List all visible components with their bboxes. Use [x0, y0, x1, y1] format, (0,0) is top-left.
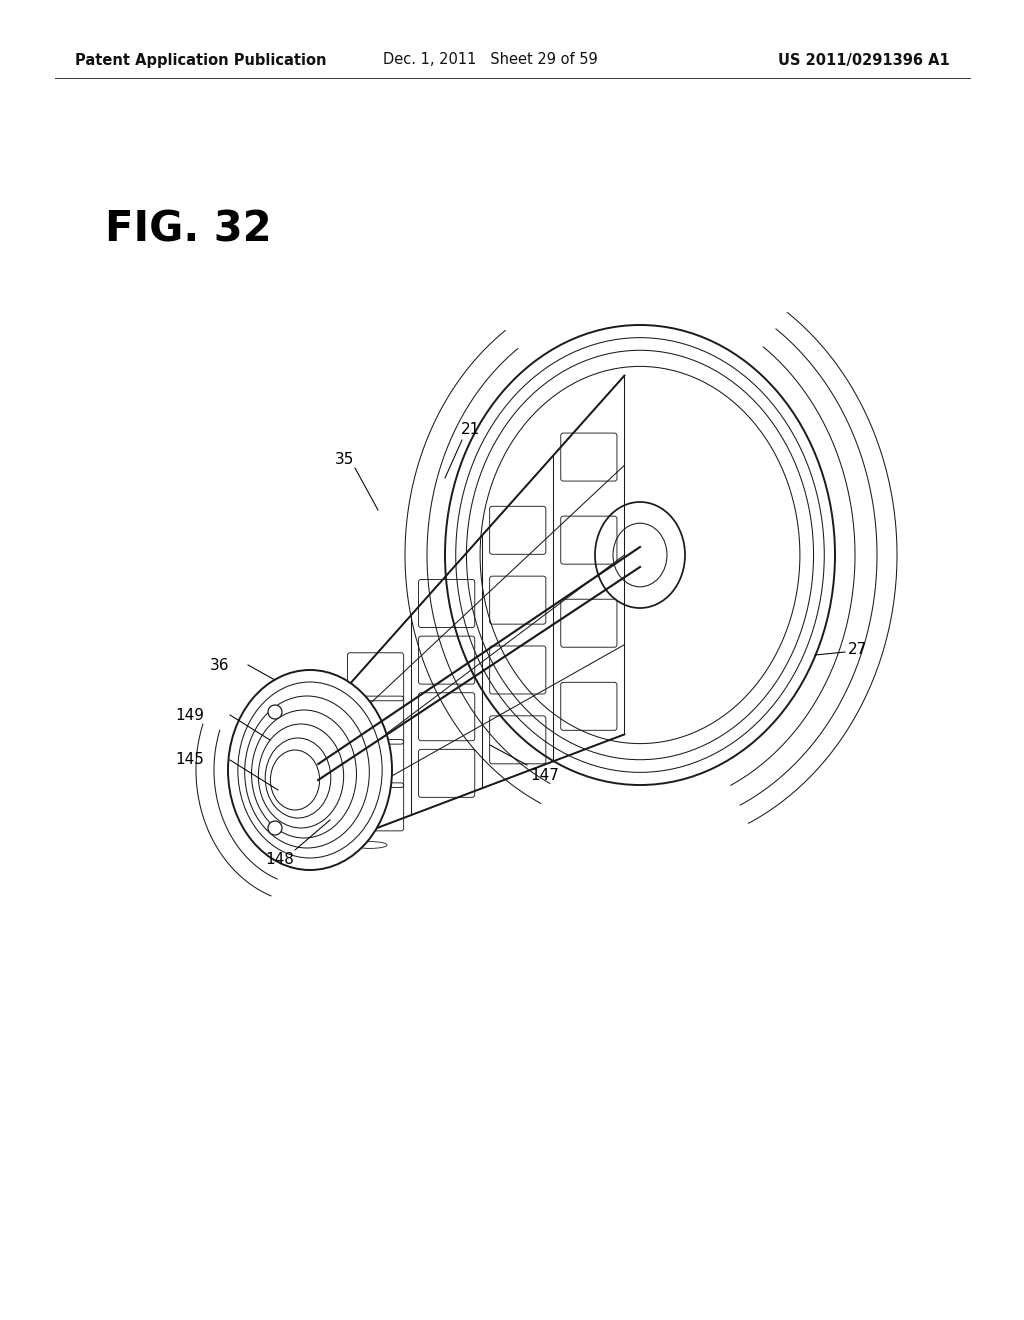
Circle shape: [268, 705, 282, 719]
Circle shape: [268, 821, 282, 836]
Text: 36: 36: [210, 657, 229, 672]
Text: 149: 149: [175, 708, 204, 722]
Text: US 2011/0291396 A1: US 2011/0291396 A1: [778, 53, 950, 67]
Text: Patent Application Publication: Patent Application Publication: [75, 53, 327, 67]
Text: Dec. 1, 2011   Sheet 29 of 59: Dec. 1, 2011 Sheet 29 of 59: [383, 53, 597, 67]
Text: FIG. 32: FIG. 32: [105, 209, 271, 251]
Text: 147: 147: [530, 767, 559, 783]
Text: 148: 148: [265, 853, 295, 867]
Text: 35: 35: [335, 453, 354, 467]
Text: 21: 21: [461, 422, 479, 437]
Text: 145: 145: [175, 752, 204, 767]
Text: 27: 27: [848, 643, 867, 657]
Ellipse shape: [228, 671, 392, 870]
